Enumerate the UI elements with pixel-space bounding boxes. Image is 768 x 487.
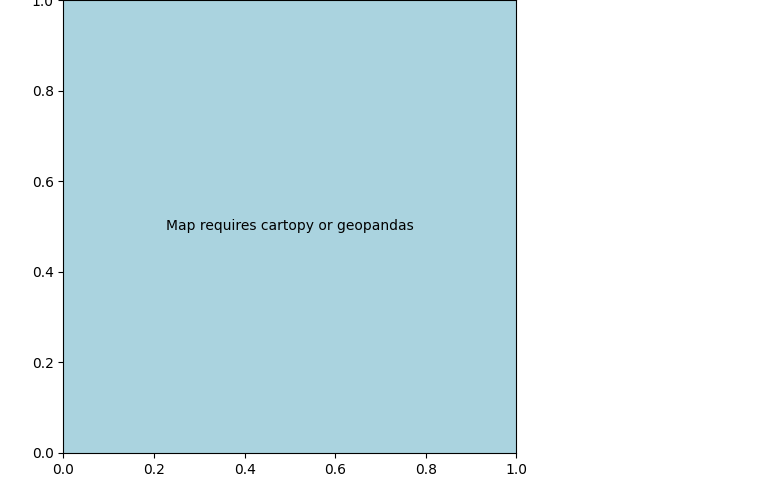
Text: Map requires cartopy or geopandas: Map requires cartopy or geopandas	[166, 220, 414, 233]
